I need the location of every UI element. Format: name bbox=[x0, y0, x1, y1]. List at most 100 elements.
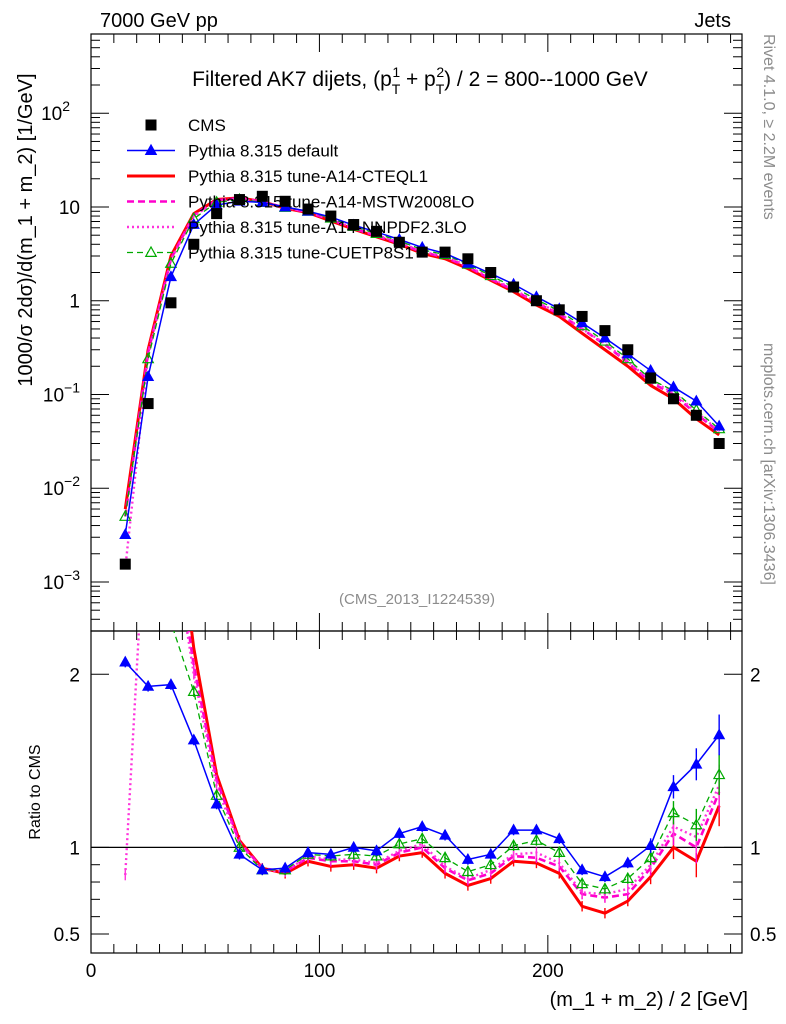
tick-base: 10 bbox=[43, 573, 64, 594]
ratio-point-marker bbox=[164, 678, 178, 690]
title-part-post: ) / 2 = 800--1000 GeV bbox=[444, 68, 648, 91]
ratio-point-marker bbox=[210, 797, 223, 809]
cms-data-point bbox=[371, 225, 383, 237]
ratio-point-marker bbox=[119, 655, 132, 667]
ratio-point-marker bbox=[621, 871, 635, 884]
series-line-pythia-8-315-tune-a14-nnpdf2-3lo bbox=[124, 197, 720, 569]
ratio-point-marker bbox=[279, 861, 292, 873]
ratio-y-tick-label-right: 2 bbox=[750, 665, 761, 686]
legend-label: Pythia 8.315 tune-A14-CTEQL1 bbox=[188, 167, 428, 186]
ratio-y-tick-label-right: 1 bbox=[750, 838, 761, 859]
legend-label: Pythia 8.315 tune-A14-MSTW2008LO bbox=[188, 193, 474, 212]
series-line-pythia-8-315-tune-cuetp8s1 bbox=[124, 198, 720, 517]
cms-data-point bbox=[599, 325, 611, 337]
tick-base: 10 bbox=[43, 385, 64, 406]
tick-base: 10 bbox=[41, 104, 62, 125]
x-tick-label: 100 bbox=[304, 961, 336, 982]
data-point-marker bbox=[598, 331, 612, 343]
ratio-point-marker bbox=[187, 684, 201, 697]
tick-exponent: 2 bbox=[62, 98, 70, 114]
cms-data-point bbox=[553, 304, 565, 316]
cms-data-point bbox=[690, 409, 702, 421]
title-sub2: T bbox=[436, 81, 445, 97]
tick-base: 10 bbox=[43, 479, 64, 500]
ratio-line-pythia-8-315-tune-a14-mstw2008lo bbox=[187, 631, 721, 899]
ratio-point-marker bbox=[690, 757, 703, 769]
ratio-point-marker bbox=[644, 839, 657, 851]
cms-data-point bbox=[462, 253, 474, 265]
main-plot-title: Filtered AK7 dijets, (pT1 + pT2) / 2 = 8… bbox=[192, 64, 648, 97]
title-part-mid: + p bbox=[400, 68, 436, 91]
data-point-marker bbox=[187, 217, 200, 229]
cms-data-point bbox=[508, 281, 520, 293]
ratio-point-marker bbox=[690, 818, 703, 830]
ratio-point-marker bbox=[415, 832, 429, 844]
data-point-marker bbox=[690, 394, 703, 406]
ratio-series-group bbox=[119, 461, 726, 919]
main-series-group bbox=[119, 190, 726, 570]
cms-data-point bbox=[530, 295, 542, 307]
cms-data-point bbox=[393, 236, 405, 248]
ratio-point-marker bbox=[553, 832, 566, 844]
cms-data-point bbox=[576, 310, 588, 322]
ratio-point-marker bbox=[507, 823, 520, 835]
legend-marker-cms bbox=[145, 119, 157, 131]
ratio-point-marker bbox=[553, 845, 566, 858]
data-point-marker bbox=[119, 528, 132, 539]
analysis-id: (CMS_2013_I1224539) bbox=[339, 591, 495, 608]
cms-data-point bbox=[188, 238, 200, 250]
legend-marker bbox=[144, 143, 158, 155]
ratio-point-marker bbox=[393, 827, 406, 838]
ratio-y-tick-label: 2 bbox=[69, 665, 80, 686]
cms-data-point bbox=[622, 344, 634, 356]
rivet-label: Rivet 4.1.0, ≥ 2.2M events bbox=[760, 34, 777, 220]
ratio-point-marker bbox=[256, 863, 269, 875]
ratio-point-marker bbox=[621, 856, 634, 868]
ratio-point-marker bbox=[598, 870, 612, 882]
cms-data-point bbox=[645, 372, 657, 384]
cms-data-point bbox=[142, 398, 154, 410]
ratio-point-marker bbox=[393, 837, 406, 849]
tick-exponent: −1 bbox=[64, 379, 80, 395]
cms-data-point bbox=[348, 219, 360, 231]
ratio-point-marker bbox=[438, 828, 452, 840]
legend-marker bbox=[144, 245, 158, 257]
data-point-marker bbox=[576, 316, 589, 328]
data-point-marker bbox=[164, 270, 178, 282]
ratio-line-pythia-8-315-tune-a14-nnpdf2-3lo bbox=[124, 631, 721, 896]
ratio-point-marker bbox=[598, 882, 612, 894]
main-y-tick-label: 10−3 bbox=[43, 567, 80, 594]
main-y-tick-label: 10−1 bbox=[43, 379, 80, 406]
data-point-marker bbox=[164, 256, 178, 268]
ratio-point-marker bbox=[370, 844, 383, 856]
ratio-point-marker bbox=[667, 780, 680, 792]
cms-data-point bbox=[279, 195, 291, 207]
ratio-y-tick-label: 1 bbox=[69, 838, 80, 859]
title-part-pre: Filtered AK7 dijets, (p bbox=[192, 68, 392, 91]
tick-base: 10 bbox=[59, 198, 80, 219]
data-point-marker bbox=[667, 380, 680, 392]
cms-data-point bbox=[485, 267, 497, 279]
cms-data-point bbox=[211, 208, 223, 220]
ratio-point-marker bbox=[575, 877, 589, 889]
cms-data-point bbox=[165, 297, 177, 309]
data-point-marker bbox=[713, 419, 726, 431]
x-tick-label: 200 bbox=[532, 961, 564, 982]
data-point-marker bbox=[141, 352, 155, 364]
title-sup1: 1 bbox=[392, 64, 400, 80]
main-y-tick-label: 10−2 bbox=[43, 473, 80, 500]
title-sup2: 2 bbox=[436, 64, 444, 80]
ratio-point-marker bbox=[233, 847, 246, 859]
main-y-tick-label: 102 bbox=[41, 98, 70, 125]
tick-exponent: −2 bbox=[64, 473, 80, 489]
legend-label: Pythia 8.315 tune-CUETP8S1 bbox=[188, 244, 414, 263]
ratio-point-marker bbox=[461, 852, 474, 864]
ratio-point-marker bbox=[187, 733, 200, 745]
ratio-point-marker bbox=[166, 617, 176, 626]
main-y-tick-label: 10 bbox=[59, 198, 80, 219]
cms-data-point bbox=[667, 393, 679, 405]
ratio-y-axis-label: Ratio to CMS bbox=[27, 744, 44, 839]
ratio-point-marker bbox=[120, 461, 130, 470]
